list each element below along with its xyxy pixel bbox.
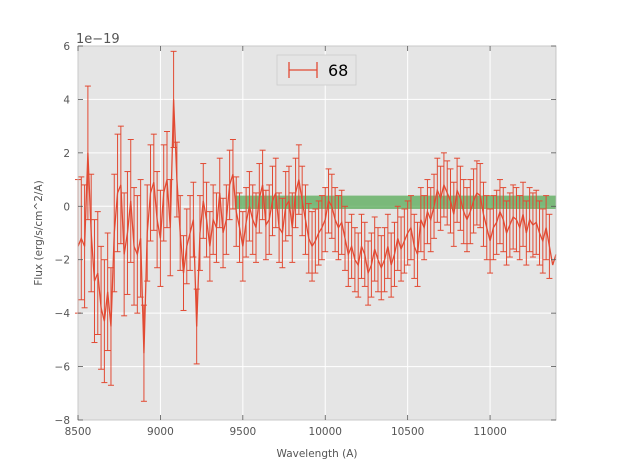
- x-tick-label: 11000: [473, 426, 506, 438]
- y-tick-label: −6: [55, 362, 71, 374]
- y-axis: −8 −6 −4 −2 0 2 4 6: [55, 41, 556, 427]
- legend-errorbar-icon: [288, 62, 318, 78]
- y-tick-label: 0: [63, 201, 70, 213]
- plot-area: [75, 45, 557, 421]
- continuum-band: [234, 195, 556, 209]
- x-tick-label: 10500: [391, 426, 424, 438]
- y-tick-label: 2: [63, 148, 70, 160]
- legend-label: 68: [328, 61, 348, 80]
- x-tick-label: 9000: [147, 426, 174, 438]
- axes-frame: [77, 45, 557, 421]
- x-tick-label: 9500: [229, 426, 256, 438]
- y-tick-label: 6: [63, 41, 70, 53]
- axes-background: [78, 46, 556, 420]
- y-tick-label: −8: [55, 415, 70, 427]
- y-axis-label: Flux (erg/s/cm^2/A): [33, 180, 45, 285]
- offset-label: 1e−19: [76, 32, 120, 47]
- x-tick-label: 8500: [65, 426, 92, 438]
- x-tick-label: 10000: [309, 426, 342, 438]
- y-tick-label: −4: [55, 308, 71, 320]
- x-axis: 8500 9000 9500 10000 10500 11000: [65, 46, 507, 438]
- legend: 68: [276, 54, 357, 86]
- y-tick-label: −2: [55, 255, 70, 267]
- x-axis-label: Wavelength (A): [276, 448, 357, 460]
- series-line-68: [77, 99, 557, 354]
- y-tick-label: 4: [63, 94, 70, 106]
